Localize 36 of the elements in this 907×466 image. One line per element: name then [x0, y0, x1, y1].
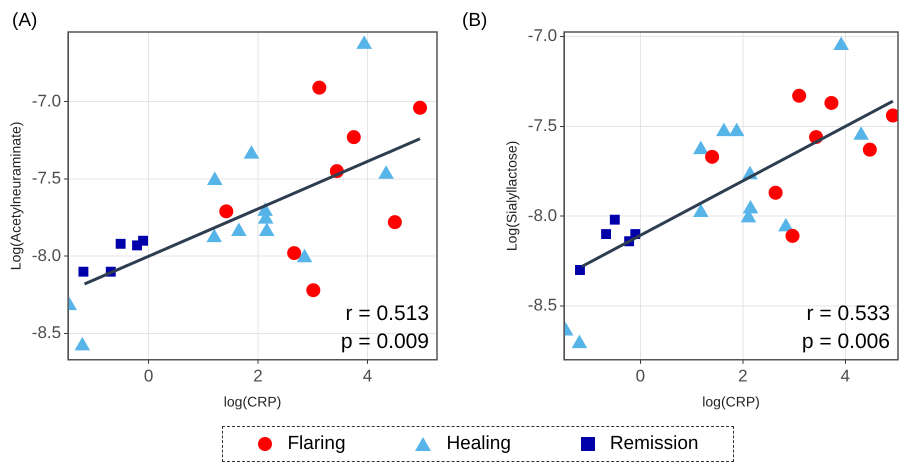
chart-title: (A): [12, 10, 38, 31]
y-axis-title: Log(Sialyllactose): [503, 140, 520, 252]
point: [575, 265, 585, 275]
point: [768, 186, 783, 200]
y-tick-label: -7.5: [32, 168, 62, 188]
point: [824, 96, 838, 110]
x-axis-title: log(CRP): [224, 393, 282, 410]
y-tick-label: -7.0: [528, 26, 558, 46]
point: [786, 228, 800, 243]
x-tick-label: 4: [362, 366, 372, 386]
y-tick-label: -8.5: [32, 323, 62, 342]
legend-label: Healing: [446, 433, 511, 455]
y-tick-label: -7.5: [528, 116, 558, 135]
y-tick-label: -8.0: [528, 206, 558, 225]
x-tick-label: 0: [636, 366, 646, 386]
annotation: p = 0.009: [340, 330, 429, 353]
point: [601, 229, 612, 240]
legend-label: Remission: [610, 433, 699, 455]
y-tick-label: -7.0: [32, 91, 62, 110]
point: [705, 150, 720, 164]
annotation: p = 0.006: [802, 330, 890, 353]
point: [862, 142, 877, 157]
chart-title: (B): [462, 10, 488, 31]
x-axis-title: log(CRP): [702, 393, 760, 410]
y-tick-label: -8.0: [32, 246, 62, 265]
point: [792, 88, 806, 103]
x-tick-label: 2: [738, 366, 748, 386]
annotation: r = 0.513: [346, 302, 429, 325]
x-tick-label: 2: [253, 366, 263, 386]
x-tick-label: 4: [840, 366, 850, 386]
x-tick-label: 0: [144, 366, 154, 386]
annotation: r = 0.533: [806, 302, 890, 325]
legend-label: Flaring: [287, 433, 346, 455]
point: [610, 214, 620, 225]
y-axis-title: Log(Acetylneuraminate): [7, 122, 24, 270]
y-tick-label: -8.5: [528, 296, 558, 315]
